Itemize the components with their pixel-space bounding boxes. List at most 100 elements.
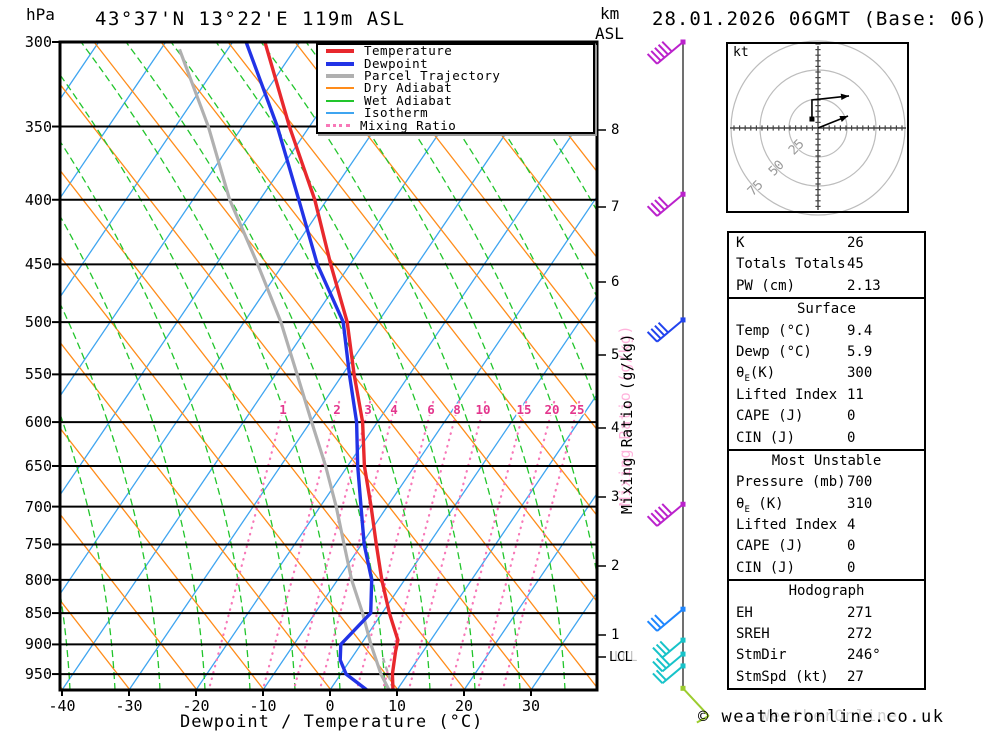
wind-barb-feather [659,654,671,666]
dry-adiabat-line [495,42,597,173]
altitude-tick-label: 2 [611,558,620,574]
temperature-tick-label: 30 [521,697,541,715]
dry-adiabat-line [60,427,265,690]
dry-adiabat-line [294,42,597,431]
wet-adiabat-line [60,412,116,690]
table-row-value: 45 [847,256,864,273]
table-row-label: StmSpd (kt) [736,668,829,685]
dry-adiabat-line [93,42,597,689]
table-row-label: CAPE (J) [736,538,804,555]
wind-barb-feather [696,715,710,724]
table-row-value: 0 [847,538,856,555]
mixing-ratio-line [319,400,398,690]
pressure-tick-label: 500 [24,313,52,332]
table-row-label: CAPE (J) [736,408,804,425]
wind-barb [646,501,686,527]
legend-swatch-solid [326,61,354,66]
isotherm-line [329,294,597,690]
dry-adiabat-line [227,42,597,517]
theta-e-subscript: E [744,504,750,515]
lcl-label-ghost: LCL [614,650,638,665]
table-row-label: EH [736,604,753,621]
wind-barb-feather [657,44,669,56]
wet-adiabat-line [125,42,386,690]
altitude-tick-label: 6 [611,274,620,290]
pressure-tick-label: 300 [24,33,52,51]
temperature-tick-label: -20 [182,697,210,715]
legend-item: Parcel Trajectory [318,67,593,83]
legend-swatch-dotted [326,124,350,128]
legend-item: Wet Adiabat [318,94,593,107]
legend-swatch-solid [326,73,354,78]
legend-label: Parcel Trajectory [364,67,501,83]
mixing-ratio-value-label: 25 [569,402,584,417]
mixing-ratio-labels: 1 2 3 4 6 8 10 15 20 25 [278,401,586,419]
table-row-value: 271 [847,604,873,621]
sounding-curves [178,42,400,690]
table-row-value: 0 [847,408,856,425]
mixing-ratio-value-label: 10 [475,402,490,417]
legend-item: Isotherm [318,105,593,121]
table-row-label: K [736,235,745,251]
mixing-ratio-value-label: 3 [364,402,372,417]
altitude-tick-label: 5 [611,347,620,363]
dry-adiabat-line [60,341,332,690]
x-axis-label: Dewpoint / Temperature (°C) [180,712,484,732]
altitude-tick-label: 3 [611,489,620,505]
isotherm-line [61,42,502,690]
legend-swatch-solid [326,112,354,115]
mixing-ratio-line [502,400,581,690]
pressure-tick-label: 750 [24,535,52,554]
lcl-label: LCL [609,650,633,665]
mixing-ratio-axis-label: Mixing Ratio (g/kg) [618,333,636,515]
legend-item: Dry Adiabat [318,82,593,94]
mixing-ratio-line [408,400,487,690]
mixing-ratio-line [293,400,372,690]
dry-adiabat-line [160,42,597,603]
dry-adiabat-line [60,513,198,690]
wind-barb-shaft [656,503,684,527]
wind-barb [646,191,686,217]
table-row-label: Lifted Index [736,386,838,403]
copyright-ghost: WeatherOnline [760,706,899,725]
pressure-tick-label: 900 [24,635,52,654]
table-row-label: Lifted Index [736,517,838,534]
table-row-label: CIN (J) [736,559,796,576]
table-section-header: Most Unstable [771,452,882,469]
isotherm-line [60,42,301,398]
table-section: Surface Temp (°C) 9.4 Dewp (°C) 5.9 θE(K) 300 L… [729,297,924,449]
legend-label: Dry Adiabat [364,80,453,96]
table-row-value: 27 [847,668,864,685]
table-row: Totals Totals 45 [729,254,924,275]
mixing-ratio-value-label: 1 [279,402,287,417]
wind-barb-column [646,39,710,724]
table-row-value: 26 [847,235,864,251]
table-section: K 26 Totals Totals 45 PW (cm) 2.13 [729,233,924,297]
axis-ticks [52,41,606,696]
wind-barb-feather [650,512,662,524]
isotherm-line [60,42,234,299]
table-row-value: 9.4 [847,322,873,339]
wet-adiabat-line [60,140,251,690]
table-row: StmSpd (kt) 27 [729,667,924,688]
pressure-unit-label: hPa [26,5,55,24]
legend-swatch-solid [326,99,354,102]
table-row-label: SREH [736,626,770,643]
table-row-value: 4 [847,517,856,534]
wind-barb-feather [657,321,669,334]
legend-label: Isotherm [364,105,429,121]
mixing-ratio-value-label: 8 [453,402,461,417]
wind-barb [652,651,686,673]
wind-barb-feather [646,620,658,632]
isotherm-line [60,42,435,596]
wet-adiabat-line [60,302,161,690]
table-section: Hodograph EH 271 SREH 272 StmDir 246° StmSpd (k… [729,579,924,688]
legend: Temperature Dewpoint Parcel Trajectory Dry … [316,43,595,134]
legend-item: Mixing Ratio [318,119,593,131]
temperature-tick-label: -40 [48,697,76,715]
wind-barb-shaft [656,193,684,217]
table-row: θE (K) 310 [729,494,924,515]
wet-adiabat-line [485,42,597,213]
copyright: © weatheronline.co.uk [698,707,945,727]
